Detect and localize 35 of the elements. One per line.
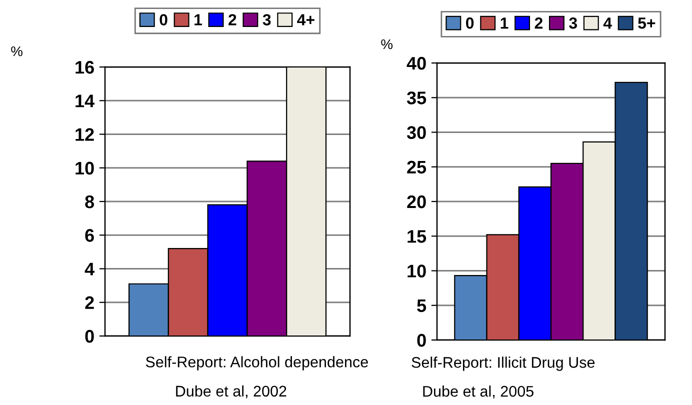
legend-label: 0 xyxy=(160,14,168,26)
legend-label: 2 xyxy=(228,14,236,26)
text: Dube et al, 2005 xyxy=(423,386,534,399)
y-tick-label: 6 xyxy=(85,229,94,242)
legend-label: 3 xyxy=(262,14,271,26)
legend-label: 3 xyxy=(569,17,577,29)
legend-label: 1 xyxy=(500,18,508,29)
y-tick-label: 12 xyxy=(76,128,94,141)
x-axis-title: Self-Report: Alcohol dependence xyxy=(146,356,368,370)
y-tick-label: 20 xyxy=(407,195,426,208)
y-tick-label: 0 xyxy=(85,330,94,343)
y-tick-label: 5 xyxy=(417,299,426,312)
y-tick-label: 10 xyxy=(76,162,94,175)
y-tick-label: 15 xyxy=(408,230,426,243)
y-tick-label: 10 xyxy=(408,264,426,278)
y-tick-label: 25 xyxy=(407,160,426,174)
y-tick-label: 4 xyxy=(84,262,94,276)
legend-label: 2 xyxy=(534,17,542,29)
legend-label: 0 xyxy=(466,17,474,29)
text: Dube et al, 2002 xyxy=(176,385,286,398)
legend-label: 4+ xyxy=(297,14,314,26)
legend-label: 4 xyxy=(603,18,612,29)
x-axis-title: Self-Report: Illicit Drug Use xyxy=(412,356,595,371)
legend-label: 1 xyxy=(194,14,202,26)
y-tick-label: 14 xyxy=(76,94,94,108)
y-tick-label: 40 xyxy=(406,56,426,70)
y-tick-label: 35 xyxy=(406,92,426,104)
y-tick-label: 2 xyxy=(85,296,94,309)
y-tick-label: 0 xyxy=(417,334,426,347)
y-tick-label: 30 xyxy=(406,126,426,139)
y-tick-label: 8 xyxy=(85,195,94,208)
y-axis-title: % xyxy=(381,39,393,50)
y-axis-title: % xyxy=(11,46,22,56)
y-tick-label: 16 xyxy=(76,60,94,74)
legend-label: 5+ xyxy=(638,18,656,29)
